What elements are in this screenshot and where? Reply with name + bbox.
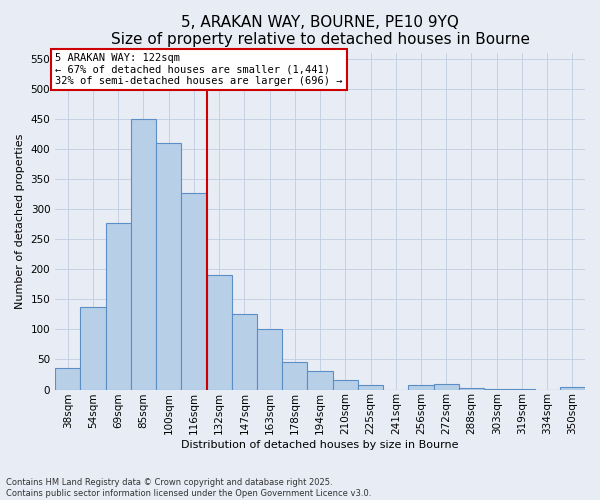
Bar — [131, 119, 156, 390]
Bar — [434, 384, 459, 390]
Bar — [509, 389, 535, 390]
Bar — [409, 384, 434, 390]
Y-axis label: Number of detached properties: Number of detached properties — [15, 134, 25, 309]
X-axis label: Distribution of detached houses by size in Bourne: Distribution of detached houses by size … — [181, 440, 459, 450]
Bar — [106, 223, 131, 390]
Bar — [332, 380, 358, 390]
Bar — [55, 368, 80, 390]
Bar — [484, 389, 509, 390]
Bar — [257, 329, 282, 390]
Bar — [232, 314, 257, 390]
Bar — [156, 143, 181, 390]
Bar — [307, 371, 332, 390]
Bar — [206, 276, 232, 390]
Bar — [282, 362, 307, 390]
Bar — [358, 386, 383, 390]
Text: 5 ARAKAN WAY: 122sqm
← 67% of detached houses are smaller (1,441)
32% of semi-de: 5 ARAKAN WAY: 122sqm ← 67% of detached h… — [55, 52, 343, 86]
Bar — [181, 193, 206, 390]
Text: Contains HM Land Registry data © Crown copyright and database right 2025.
Contai: Contains HM Land Registry data © Crown c… — [6, 478, 371, 498]
Bar — [80, 307, 106, 390]
Title: 5, ARAKAN WAY, BOURNE, PE10 9YQ
Size of property relative to detached houses in : 5, ARAKAN WAY, BOURNE, PE10 9YQ Size of … — [110, 15, 530, 48]
Bar — [560, 387, 585, 390]
Bar — [459, 388, 484, 390]
